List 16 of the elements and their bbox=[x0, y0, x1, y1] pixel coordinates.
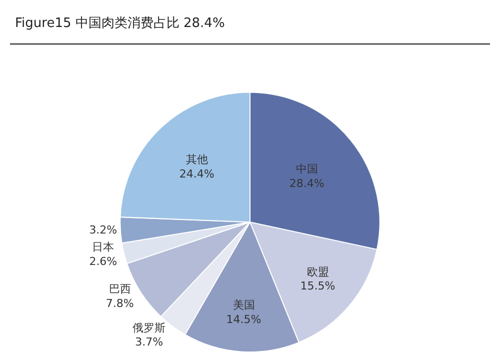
data-label: 2.6% bbox=[89, 254, 118, 268]
data-label: 3.7% bbox=[135, 336, 164, 349]
slice-label: 俄罗斯 bbox=[132, 321, 166, 334]
slice-label: 其他 bbox=[186, 153, 208, 166]
slice-label: 美国 bbox=[232, 298, 255, 312]
slice-label: 中国 bbox=[296, 162, 318, 176]
data-label: 3.2% bbox=[89, 224, 118, 237]
data-label: 24.4% bbox=[179, 168, 214, 180]
slice-label: 日本 bbox=[92, 240, 114, 254]
data-label: 28.4% bbox=[289, 176, 324, 190]
data-label: 7.8% bbox=[106, 296, 134, 310]
slice-label: 欧盟 bbox=[306, 265, 329, 278]
chart-title: Figure15 中国肉类消费占比 28.4% bbox=[15, 16, 225, 32]
data-label: 14.5% bbox=[226, 312, 262, 326]
slice-label: 巴西 bbox=[108, 282, 131, 296]
data-label: 15.5% bbox=[300, 280, 336, 293]
